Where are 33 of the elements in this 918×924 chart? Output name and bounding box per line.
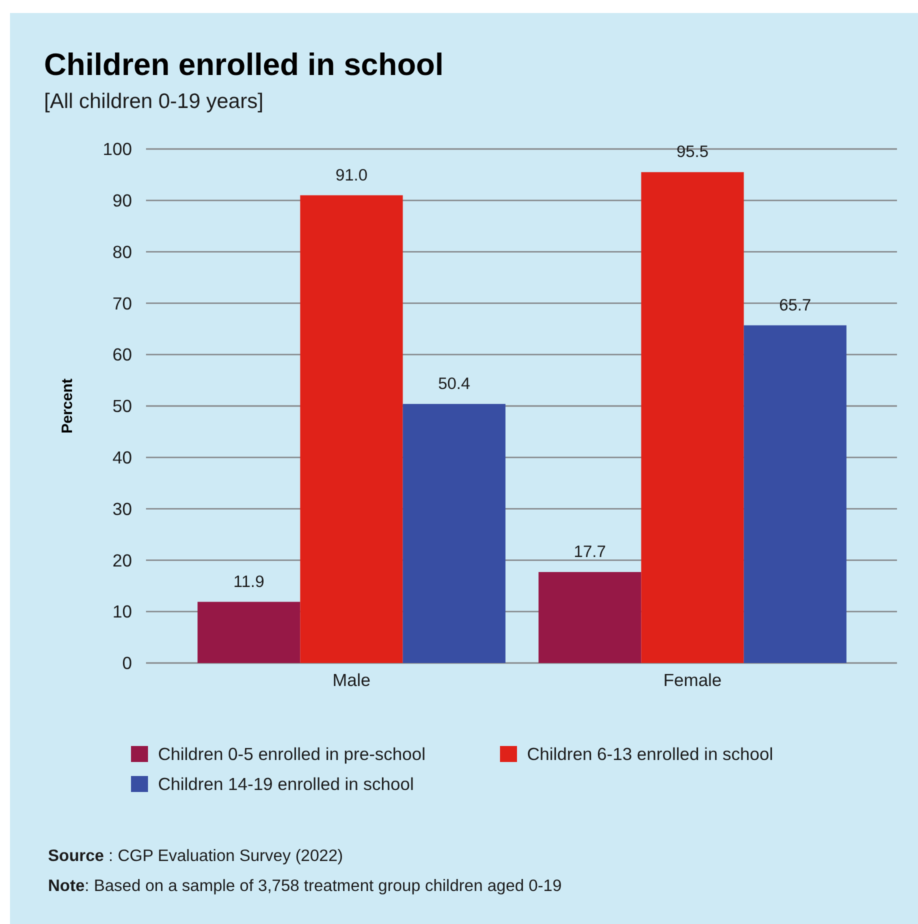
y-tick-label: 20 [112, 550, 132, 570]
y-tick-label: 50 [112, 396, 132, 416]
bar [538, 572, 642, 663]
legend-label: Children 14-19 enrolled in school [158, 774, 414, 794]
legend-label: Children 6-13 enrolled in school [527, 744, 774, 764]
chart-subtitle: [All children 0-19 years] [44, 90, 264, 113]
bar [198, 602, 300, 663]
bar [641, 172, 744, 663]
y-tick-label: 80 [112, 242, 132, 262]
data-label: 65.7 [779, 296, 812, 314]
bar [300, 195, 403, 663]
y-tick-label: 60 [112, 344, 132, 365]
source-note: Source : CGP Evaluation Survey (2022) [48, 847, 344, 865]
data-label: 50.4 [438, 374, 470, 393]
y-tick-label: 30 [112, 498, 132, 519]
bar [744, 325, 846, 663]
y-tick-label: 100 [102, 139, 132, 160]
data-label: 17.7 [574, 543, 606, 562]
y-tick-label: 70 [112, 293, 132, 314]
chart-title: Children enrolled in school [44, 47, 444, 82]
bar [402, 404, 506, 663]
data-label: 11.9 [233, 572, 264, 591]
data-label: 95.5 [676, 143, 709, 162]
y-tick-label: 90 [112, 190, 132, 211]
text: Note: Based on a sample of 3,758 treatment group children aged 0-19 [48, 877, 562, 895]
x-tick-label: Female [663, 670, 722, 690]
data-label: 91.0 [335, 166, 368, 184]
y-tick-label: 40 [112, 448, 132, 468]
legend-label: Children 0-5 enrolled in pre-school [158, 744, 426, 764]
y-tick-label: 10 [112, 602, 132, 622]
y-tick-label: 0 [122, 653, 132, 674]
y-axis-title: Percent [59, 378, 76, 434]
x-tick-label: Male [332, 670, 370, 690]
